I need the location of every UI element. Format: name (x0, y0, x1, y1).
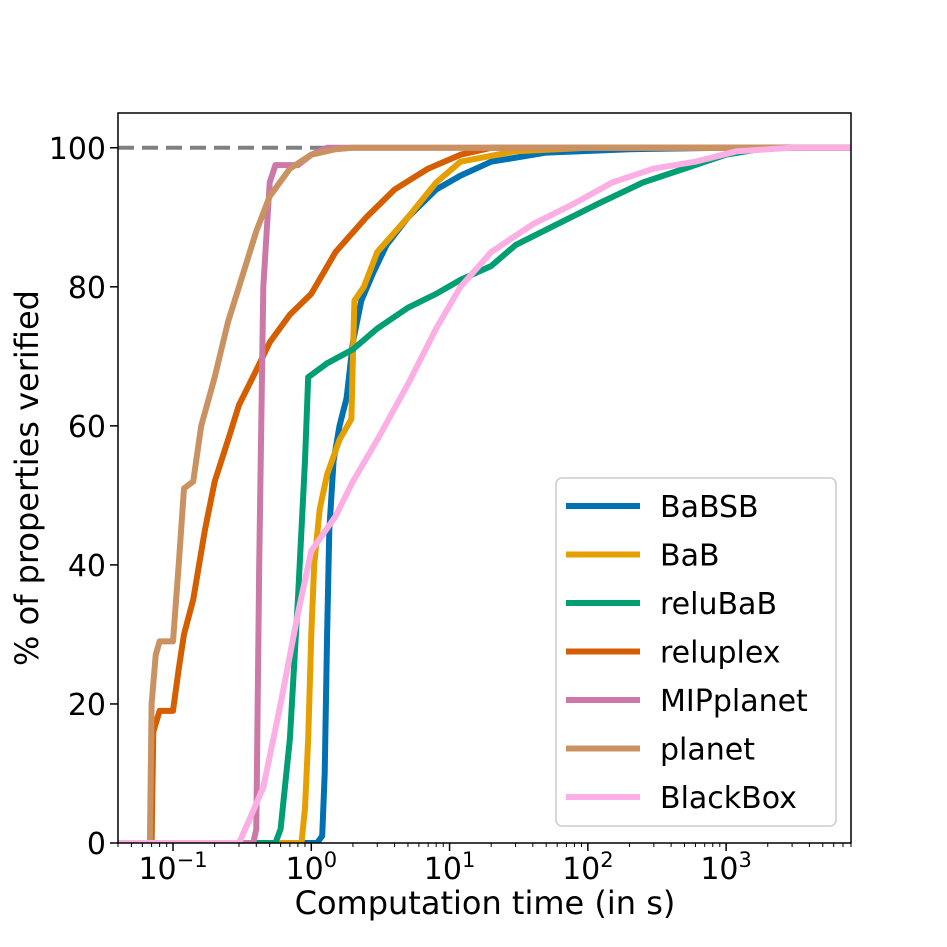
series-line-reluplex (118, 144, 851, 843)
y-tick-label: 60 (68, 410, 106, 445)
legend-label: reluBaB (660, 587, 777, 622)
plot-area (118, 144, 851, 843)
y-tick-label: 40 (68, 549, 106, 584)
legend-item-mipplanet: MIPplanet (566, 684, 808, 719)
legend-label: reluplex (660, 636, 781, 671)
y-tick-label: 20 (68, 688, 106, 723)
series-line-babsb (118, 144, 851, 843)
y-tick-label: 0 (87, 827, 106, 862)
x-axis-label: Computation time (in s) (295, 884, 676, 922)
y-tick-label: 80 (68, 271, 106, 306)
series-line-blackbox (118, 144, 851, 843)
legend-item-babsb: BaBSB (566, 490, 759, 525)
legend-item-bab: BaB (566, 539, 720, 574)
legend-label: BlackBox (660, 781, 797, 816)
y-tick-label: 100 (49, 132, 106, 167)
legend: BaBSB BaB reluBaB reluplex MIPplanet planet Bl… (555, 477, 837, 827)
legend-item-reluplex: reluplex (566, 636, 781, 671)
legend-label: MIPplanet (660, 684, 808, 719)
legend-box (555, 477, 837, 827)
series-line-planet (118, 144, 851, 843)
legend-item-planet: planet (566, 733, 755, 768)
series-line-relubab (118, 144, 851, 843)
plot-frame (117, 112, 852, 844)
legend-item-relubab: reluBaB (566, 587, 777, 622)
legend-item-blackbox: BlackBox (566, 781, 797, 816)
series-line-bab (118, 144, 851, 843)
legend-label: BaB (660, 539, 720, 574)
y-axis-label: % of properties verified (8, 290, 46, 666)
x-tick-label: 103 (700, 848, 752, 887)
legend-label: BaBSB (660, 490, 759, 525)
legend-label: planet (660, 733, 755, 768)
